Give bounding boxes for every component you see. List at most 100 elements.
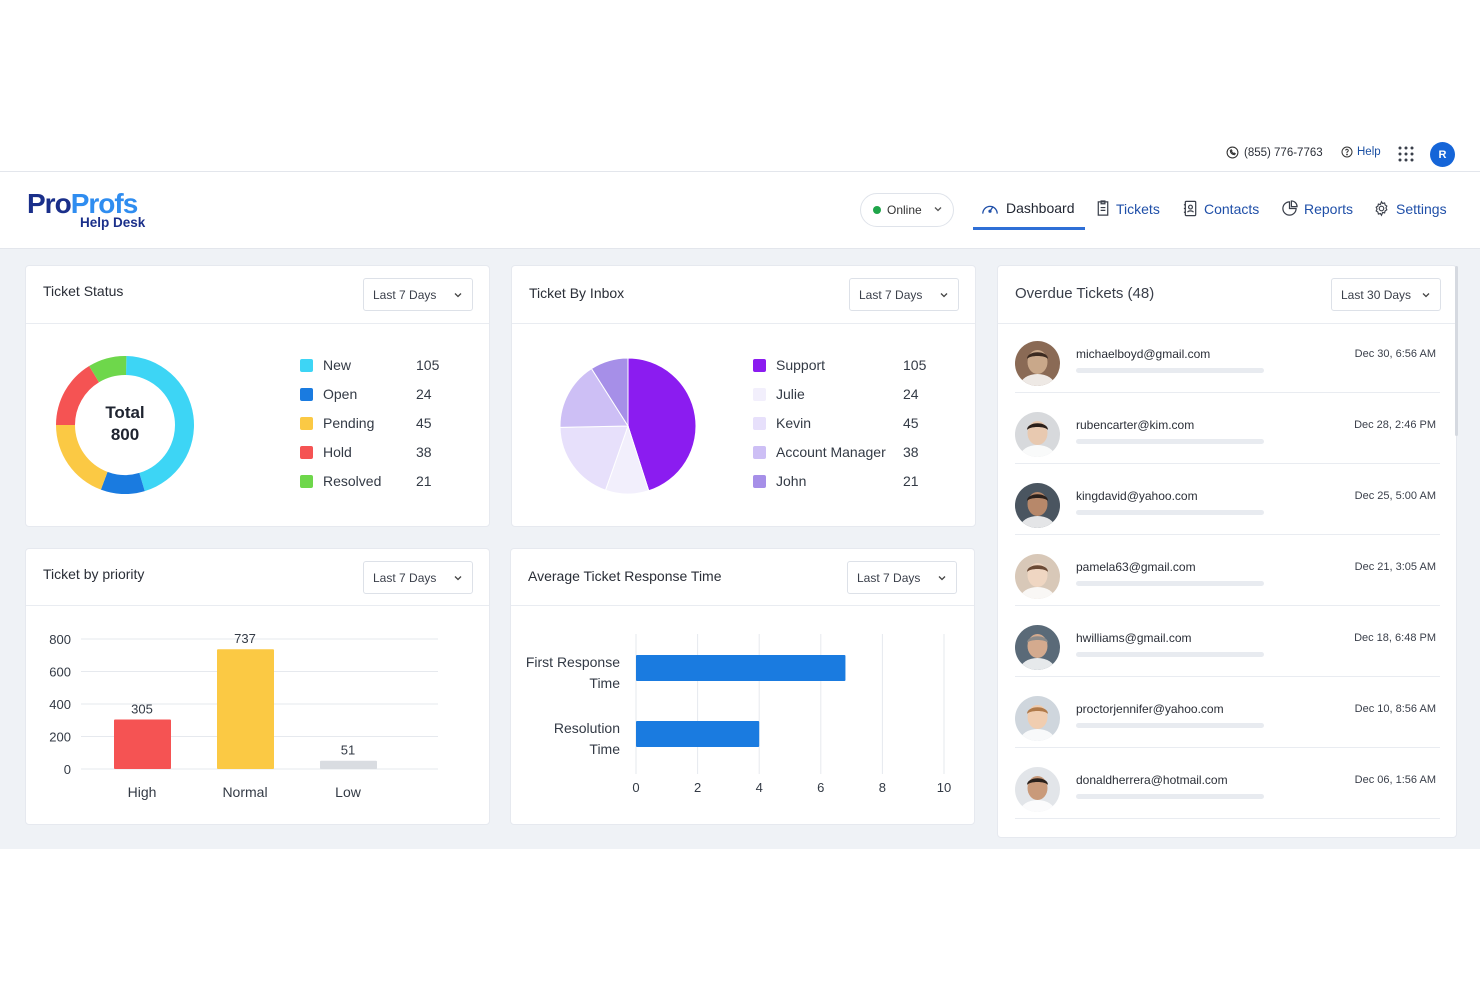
overdue-scrollbar[interactable]	[1455, 266, 1458, 436]
nav-reports-label: Reports	[1304, 200, 1354, 217]
donut-segment-pending[interactable]	[56, 425, 108, 490]
overdue-ticket-row[interactable]: proctorjennifer@yahoo.com Dec 10, 8:56 AM	[1015, 678, 1440, 748]
ticket-date: Dec 25, 5:00 AM	[1354, 490, 1436, 502]
logo-profs-text: Profs	[70, 188, 139, 219]
legend-value: 105	[903, 357, 927, 373]
overdue-ticket-row[interactable]: pamela63@gmail.com Dec 21, 3:05 AM	[1015, 536, 1440, 606]
y-category-label: Resolution	[554, 720, 620, 736]
contact-email[interactable]: donaldherrera@hotmail.com	[1076, 773, 1228, 787]
status-label: Online	[887, 203, 922, 217]
legend-label: Support	[776, 357, 826, 373]
overdue-ticket-row[interactable]: hwilliams@gmail.com Dec 18, 6:48 PM	[1015, 607, 1440, 677]
legend-swatch	[300, 358, 313, 372]
brand-logo[interactable]: ProProfs Help Desk	[27, 188, 145, 231]
card-divider	[998, 323, 1456, 324]
overdue-ticket-row[interactable]: michaelboyd@gmail.com Dec 30, 6:56 AM	[1015, 323, 1440, 393]
contact-email[interactable]: hwilliams@gmail.com	[1076, 631, 1192, 645]
contact-avatar	[1015, 554, 1060, 599]
chevron-down-icon	[934, 207, 942, 212]
nav-contacts[interactable]: Contacts	[1183, 200, 1259, 217]
legend-label: New	[323, 357, 352, 373]
date-range-select[interactable]: Last 7 Days	[363, 561, 473, 594]
pie-slice-account-manager[interactable]	[559, 367, 629, 428]
legend-item-account-manager: Account Manager 38	[753, 444, 968, 460]
online-dot	[873, 206, 881, 214]
x-tick-label: 0	[632, 780, 639, 795]
contacts-book-icon	[1183, 200, 1197, 217]
contact-email[interactable]: proctorjennifer@yahoo.com	[1076, 702, 1224, 716]
legend-swatch	[753, 416, 766, 430]
legend-label: John	[776, 473, 807, 489]
phone-icon	[1226, 146, 1239, 159]
legend-label: Resolved	[323, 473, 382, 489]
user-avatar[interactable]: R	[1430, 142, 1455, 167]
contact-email[interactable]: pamela63@gmail.com	[1076, 560, 1196, 574]
apps-grid-icon[interactable]	[1398, 146, 1414, 162]
main-navbar: ProProfs Help Desk Online Dashboard Tick…	[0, 172, 1480, 249]
contact-email[interactable]: michaelboyd@gmail.com	[1076, 347, 1211, 361]
x-tick-label: 4	[756, 780, 763, 795]
bar-first-response-time[interactable]	[636, 655, 846, 681]
date-range-select[interactable]: Last 30 Days	[1331, 278, 1441, 311]
pie-slice-john[interactable]	[590, 357, 629, 428]
legend-swatch	[300, 416, 313, 430]
y-tick-label: 0	[64, 762, 71, 777]
placeholder-bar	[1076, 510, 1264, 515]
help-icon	[1341, 146, 1353, 158]
contact-email[interactable]: kingdavid@yahoo.com	[1076, 489, 1198, 503]
pie-chart-icon	[1282, 200, 1298, 216]
help-link[interactable]: Help	[1341, 146, 1381, 158]
pie-slice-kevin[interactable]	[559, 425, 629, 491]
date-range-value: Last 7 Days	[373, 570, 437, 585]
utility-bar: (855) 776-7763 Help R	[0, 137, 1480, 172]
logo-subtitle: Help Desk	[80, 215, 146, 230]
ticket-priority-card: Ticket by priority Last 7 Days 0 200 400 60…	[25, 548, 490, 825]
online-status-select[interactable]: Online	[860, 193, 954, 227]
legend-value: 24	[903, 386, 919, 402]
donut-segment-open[interactable]	[100, 471, 145, 494]
pie-slice-support[interactable]	[627, 357, 697, 492]
contact-email[interactable]: rubencarter@kim.com	[1076, 418, 1195, 432]
date-range-select[interactable]: Last 7 Days	[363, 278, 473, 311]
bar-resolution-time[interactable]	[636, 721, 760, 747]
bar-high[interactable]	[114, 719, 171, 769]
card-title: Overdue Tickets (48)	[1015, 285, 1155, 302]
ticket-date: Dec 21, 3:05 AM	[1354, 561, 1436, 573]
legend-label: Open	[323, 386, 358, 402]
ticket-icon	[1097, 200, 1109, 216]
legend-item-pending: Pending 45	[300, 415, 480, 431]
bar-low[interactable]	[320, 760, 377, 769]
nav-settings[interactable]: Settings	[1373, 200, 1447, 217]
x-tick-label: 2	[694, 780, 701, 795]
ticket-date: Dec 18, 6:48 PM	[1354, 632, 1436, 644]
nav-tickets[interactable]: Tickets	[1096, 200, 1160, 217]
donut-segment-new[interactable]	[125, 356, 194, 492]
date-range-select[interactable]: Last 7 Days	[847, 561, 957, 594]
card-divider	[26, 605, 489, 606]
ticket-date: Dec 30, 6:56 AM	[1354, 348, 1436, 360]
phone-link[interactable]: (855) 776-7763	[1226, 146, 1323, 159]
chevron-down-icon	[940, 293, 948, 298]
overdue-ticket-row[interactable]: donaldherrera@hotmail.com Dec 06, 1:56 AM	[1015, 749, 1440, 819]
nav-dashboard[interactable]: Dashboard	[980, 200, 1075, 216]
bar-value-label: 737	[234, 631, 256, 646]
overdue-ticket-row[interactable]: kingdavid@yahoo.com Dec 25, 5:00 AM	[1015, 465, 1440, 535]
x-tick-label: 10	[937, 780, 951, 795]
bar-value-label: 305	[131, 701, 153, 716]
legend-label: Account Manager	[776, 444, 886, 460]
nav-reports[interactable]: Reports	[1281, 200, 1353, 217]
legend-item-kevin: Kevin 45	[753, 415, 968, 431]
active-tab-indicator	[973, 227, 1085, 230]
date-range-select[interactable]: Last 7 Days	[849, 278, 959, 311]
ticket-inbox-card: Ticket By Inbox Last 7 Days Support 105 Ju…	[511, 265, 976, 527]
donut-segment-resolved[interactable]	[89, 356, 127, 383]
legend-value: 38	[903, 444, 919, 460]
legend-swatch	[753, 474, 766, 488]
donut-total-label: Total	[105, 403, 144, 422]
card-divider	[512, 323, 975, 324]
legend-item-resolved: Resolved 21	[300, 473, 480, 489]
bar-normal[interactable]	[217, 649, 274, 769]
overdue-ticket-row[interactable]: rubencarter@kim.com Dec 28, 2:46 PM	[1015, 394, 1440, 464]
donut-segment-hold[interactable]	[56, 366, 100, 426]
legend-label: Hold	[323, 444, 352, 460]
